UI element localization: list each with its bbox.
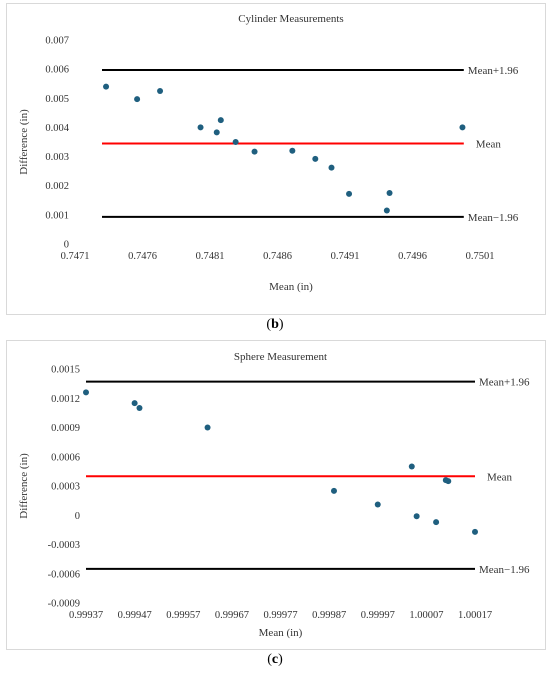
x-axis-label: Mean (in): [259, 627, 303, 639]
y-tick-label: 0.005: [45, 94, 69, 105]
chart-title: Sphere Measurement: [234, 351, 327, 363]
x-tick-label: 0.7491: [331, 251, 360, 262]
data-point: [346, 190, 353, 197]
y-tick-label: 0.001: [45, 210, 69, 221]
cylinder-chart-panel: Cylinder Measurements 0 0.001 0.002 0.003 0.0…: [6, 3, 546, 315]
sphere-chart-panel: Sphere Measurement -0.0009 -0.0006 -0.0003 0…: [6, 340, 546, 650]
upper-limit-label: Mean+1.96: [468, 65, 519, 77]
data-point: [408, 463, 415, 470]
y-tick-label: 0.002: [45, 181, 69, 192]
lower-limit-label: Mean−1.96: [479, 564, 530, 576]
data-point: [213, 129, 220, 136]
y-tick-label: 0.0009: [51, 423, 80, 434]
y-tick-label: 0.0012: [51, 394, 80, 405]
y-tick-label: 0.0006: [51, 452, 80, 463]
x-tick-label: 0.7476: [128, 251, 157, 262]
chart-title: Cylinder Measurements: [238, 13, 343, 25]
data-point: [131, 400, 138, 407]
data-point: [134, 96, 141, 103]
y-tick-label: -0.0003: [48, 540, 80, 551]
y-tick-label: 0.0015: [51, 365, 80, 376]
y-tick-label: 0.003: [45, 152, 69, 163]
caption-b-label: b: [271, 317, 279, 332]
y-tick-label: 0.007: [45, 36, 69, 47]
data-point: [459, 124, 466, 131]
x-tick-label: 0.7471: [61, 251, 90, 262]
x-tick-label: 0.99947: [118, 610, 152, 621]
y-tick-label: 0.006: [45, 65, 69, 76]
data-point: [217, 117, 224, 124]
x-tick-label: 0.99977: [263, 610, 297, 621]
x-tick-label: 0.7501: [466, 251, 495, 262]
y-tick-label: 0.004: [45, 123, 69, 134]
data-point: [251, 148, 258, 155]
x-tick-label: 0.99967: [215, 610, 249, 621]
data-point: [103, 83, 110, 90]
data-point: [374, 501, 381, 508]
y-tick-label: -0.0009: [48, 599, 80, 610]
data-point: [472, 528, 478, 535]
y-tick-label: -0.0006: [48, 569, 80, 580]
data-point: [383, 207, 390, 214]
upper-limit-label: Mean+1.96: [479, 377, 530, 389]
data-point: [83, 389, 89, 396]
data-point: [386, 190, 393, 196]
lower-limit-label: Mean−1.96: [468, 212, 519, 224]
data-point: [204, 424, 211, 431]
data-point: [433, 519, 440, 526]
data-point: [330, 487, 337, 494]
y-tick-label: 0.0003: [51, 482, 80, 493]
data-point: [157, 88, 164, 94]
data-point: [197, 124, 204, 131]
x-tick-label: 0.99937: [69, 610, 103, 621]
caption-c-label: c: [271, 652, 279, 667]
data-point: [413, 513, 420, 520]
data-point: [312, 155, 319, 162]
y-axis-label: Difference (in): [18, 453, 30, 519]
x-axis-label: Mean (in): [269, 281, 313, 293]
x-tick-label: 0.99997: [361, 610, 395, 621]
cylinder-chart: Cylinder Measurements 0 0.001 0.002 0.003 0.0…: [18, 13, 519, 293]
x-tick-label: 1.00017: [458, 610, 492, 621]
mean-label: Mean: [476, 138, 502, 150]
y-axis-label: Difference (in): [18, 109, 30, 175]
x-tick-label: 0.99987: [312, 610, 346, 621]
data-point: [136, 405, 143, 411]
mean-label: Mean: [487, 471, 513, 483]
x-tick-label: 0.7496: [398, 251, 427, 262]
x-tick-label: 1.00007: [409, 610, 443, 621]
y-tick-label: 0: [75, 511, 80, 522]
x-tick-label: 0.99957: [166, 610, 200, 621]
sphere-chart: Sphere Measurement -0.0009 -0.0006 -0.0003 0…: [18, 351, 530, 639]
caption-c: (c): [267, 652, 283, 667]
caption-b: (b): [266, 317, 284, 332]
data-point: [289, 147, 296, 154]
data-point: [328, 164, 335, 171]
data-point: [232, 139, 239, 145]
x-tick-label: 0.7486: [263, 251, 292, 262]
x-tick-label: 0.7481: [196, 251, 225, 262]
data-point: [445, 478, 452, 485]
y-tick-label: 0: [64, 240, 69, 251]
